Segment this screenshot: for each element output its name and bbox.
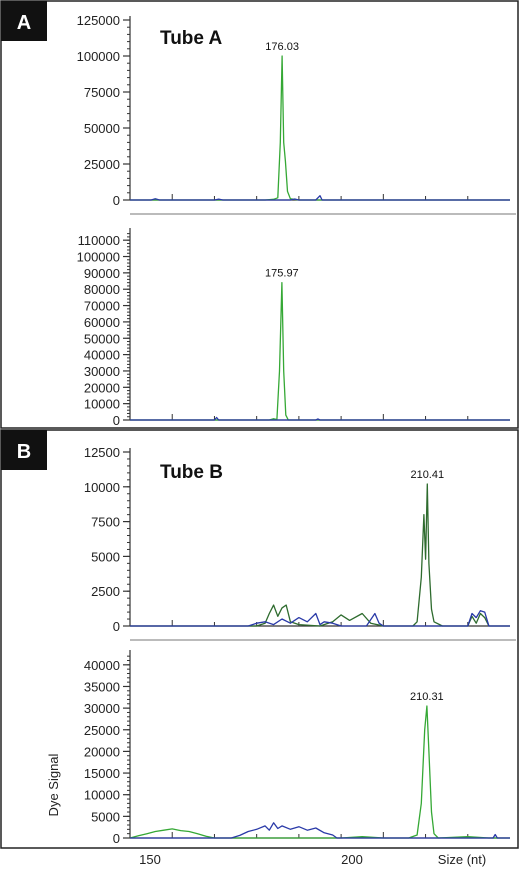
- y-tick-label: 20000: [84, 744, 120, 759]
- peak-label: 210.41: [410, 469, 444, 481]
- panel-b-frame: [0, 429, 519, 849]
- y-tick-label: 7500: [91, 515, 120, 530]
- x-axis-label: Size (nt): [438, 852, 486, 867]
- panel-a-label: A: [17, 12, 31, 34]
- y-tick-label: 30000: [84, 701, 120, 716]
- y-tick-label: 20000: [84, 380, 120, 395]
- series-line-blue: [130, 416, 510, 421]
- peak-label: 210.31: [410, 691, 444, 703]
- y-tick-label: 0: [113, 619, 120, 634]
- series-line-blue: [130, 822, 510, 839]
- panel-a-frame: [0, 0, 519, 429]
- y-tick-label: 10000: [84, 480, 120, 495]
- series-line-blue: [130, 610, 510, 627]
- y-tick-label: 0: [113, 193, 120, 208]
- y-tick-label: 25000: [84, 723, 120, 738]
- y-tick-label: 75000: [84, 85, 120, 100]
- y-tick-label: 5000: [91, 549, 120, 564]
- y-axis-label: Dye Signal: [46, 753, 61, 816]
- y-tick-label: 90000: [84, 266, 120, 281]
- series-line-green: [129, 705, 510, 839]
- y-tick-label: 50000: [84, 331, 120, 346]
- panel-b-label: B: [17, 441, 31, 463]
- y-tick-label: 10000: [84, 397, 120, 412]
- y-tick-label: 110000: [78, 233, 120, 248]
- y-tick-label: 0: [113, 413, 120, 428]
- y-tick-label: 10000: [84, 788, 120, 803]
- y-tick-label: 12500: [84, 445, 120, 460]
- peak-label: 175.97: [265, 268, 299, 280]
- plots: 0250005000075000100000125000176.03010000…: [77, 13, 510, 846]
- y-tick-label: 60000: [84, 315, 120, 330]
- chart-2: 0 2500 5000 7500 10000 12500 210.41: [84, 445, 510, 634]
- tube-a-title: Tube A: [160, 28, 223, 49]
- y-tick-label: 25000: [84, 157, 120, 172]
- y-tick-label: 40000: [84, 658, 120, 673]
- x-tick-label-200: 200: [341, 852, 363, 867]
- y-tick-label: 5000: [91, 809, 120, 824]
- y-tick-label: 100000: [77, 250, 120, 265]
- peak-label: 176.03: [265, 41, 299, 53]
- y-tick-label: 100000: [77, 49, 120, 64]
- y-tick-label: 35000: [84, 679, 120, 694]
- series-line-blue: [130, 195, 510, 201]
- y-tick-label: 80000: [84, 282, 120, 297]
- panel-a-badge: [1, 1, 47, 41]
- series-line-darkgreen: [130, 483, 510, 627]
- y-tick-label: 0: [113, 831, 120, 846]
- series-line-green: [130, 55, 510, 201]
- y-tick-label: 125000: [77, 13, 120, 28]
- series-line-green: [130, 282, 510, 421]
- y-tick-label: 15000: [84, 766, 120, 781]
- y-tick-label: 30000: [84, 364, 120, 379]
- y-tick-label: 70000: [84, 299, 120, 314]
- tube-b-title: Tube B: [160, 462, 223, 483]
- chart-3: 0 5000 10000 15000 20000 25000 30000 35000 40000…: [84, 650, 510, 846]
- y-tick-label: 2500: [91, 584, 120, 599]
- panel-b-badge: [1, 430, 47, 470]
- chart-0: 0 25000 50000 75000 100000 125000 176.03: [77, 13, 510, 208]
- y-tick-label: 50000: [84, 121, 120, 136]
- x-tick-label-150: 150: [139, 852, 161, 867]
- y-tick-label: 40000: [84, 348, 120, 363]
